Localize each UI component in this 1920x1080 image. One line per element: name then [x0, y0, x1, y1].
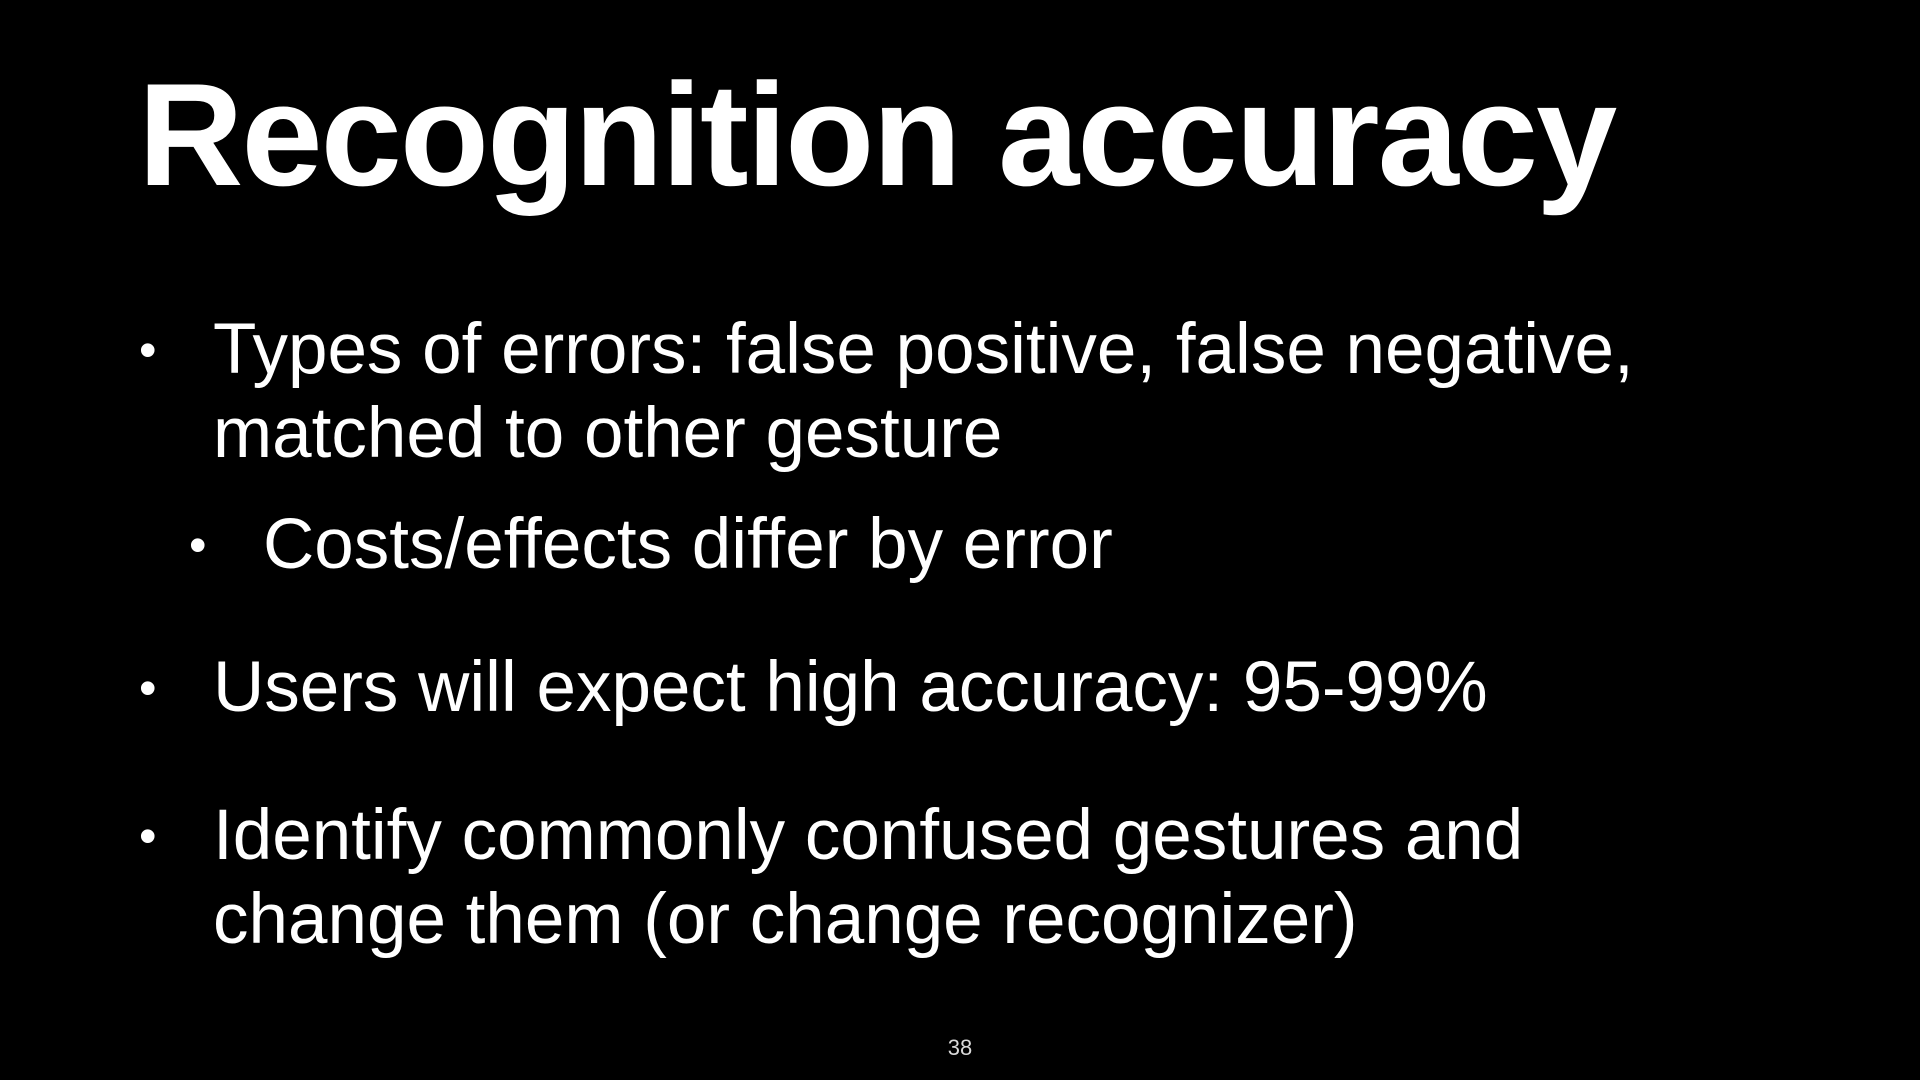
page-number: 38 — [947, 1035, 973, 1060]
bullet-text: Identify commonly confused gestures and … — [213, 794, 1523, 962]
bullet-dot: • — [139, 660, 157, 716]
bullet-line-1: Identify commonly confused gestures and — [213, 796, 1524, 875]
bullet-line-1: Types of errors: false positive, false n… — [213, 310, 1634, 389]
bullet-dot: • — [189, 517, 207, 573]
bullet-line-2: change them (or change recognizer) — [213, 880, 1358, 959]
bullet-dot: • — [139, 322, 157, 378]
bullet-text: Types of errors: false positive, false n… — [213, 308, 1634, 476]
bullet-line-2: matched to other gesture — [213, 394, 1003, 473]
slide-title: Recognition accuracy — [138, 53, 1617, 216]
bullet-text: Users will expect high accuracy: 95-99% — [213, 648, 1488, 727]
bullet-text: Costs/effects differ by error — [263, 505, 1113, 584]
bullet-dot: • — [139, 808, 157, 864]
